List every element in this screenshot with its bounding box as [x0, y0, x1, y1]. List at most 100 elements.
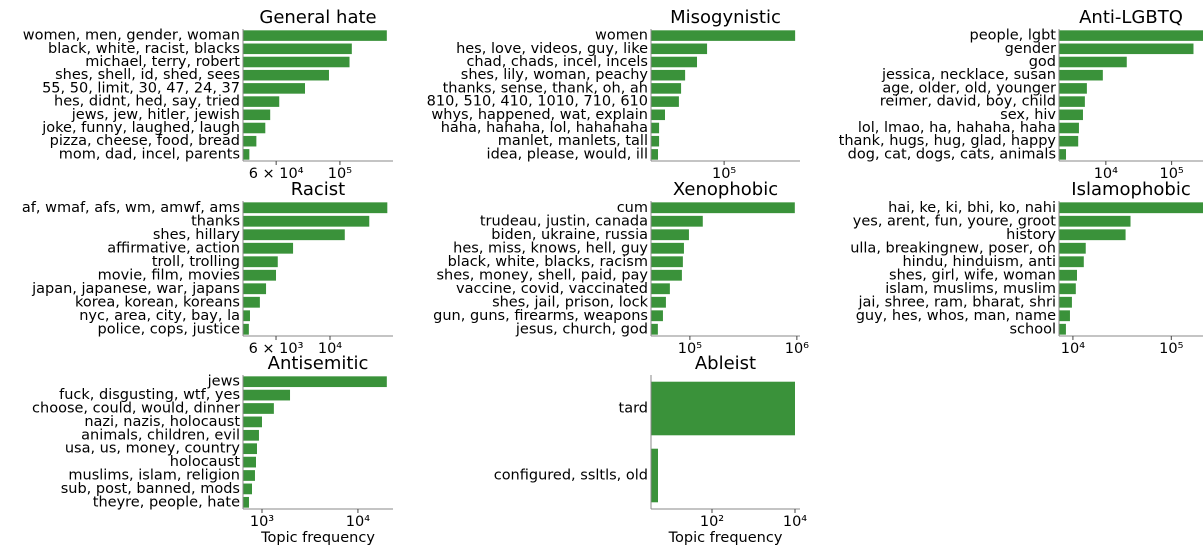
bar	[243, 215, 370, 227]
bar	[243, 496, 249, 508]
y-tick-label: choose, could, would, dinner	[32, 401, 240, 417]
panel-title: Ableist	[695, 353, 756, 374]
bar	[243, 483, 253, 495]
bar	[1059, 256, 1084, 268]
y-tick-label: ulla, breakingnew, poser, oh	[850, 240, 1056, 256]
y-tick-label: gun, guns, firearms, weapons	[433, 308, 648, 324]
y-tick-label: women	[595, 28, 648, 44]
y-tick-label: animals, children, evil	[81, 427, 240, 443]
bar	[1059, 43, 1194, 55]
bar	[1059, 229, 1126, 241]
x-tick-label: 10⁶	[785, 341, 809, 357]
y-tick-label: michael, terry, robert	[85, 54, 240, 70]
y-tick-label: muslims, islam, religion	[68, 468, 240, 484]
bar	[651, 448, 659, 503]
bar	[243, 122, 266, 134]
y-tick-label: troll, trolling	[152, 254, 240, 270]
bar	[243, 109, 271, 121]
bar	[651, 283, 670, 295]
bar	[651, 381, 795, 436]
y-tick-label: age, older, old, younger	[882, 80, 1056, 96]
bar	[243, 296, 260, 308]
panel-title: Islamophobic	[1071, 179, 1190, 200]
bar	[651, 83, 682, 94]
y-tick-label: usa, us, money, country	[65, 441, 241, 457]
y-tick-label: nazi, nazis, holocaust	[84, 414, 240, 430]
bar	[1059, 242, 1086, 254]
x-tick-label: 6 × 10⁴	[249, 166, 304, 182]
y-tick-label: shes, money, shell, paid, pay	[437, 267, 649, 283]
y-tick-label: hes, miss, knows, hell, guy	[453, 240, 648, 256]
bar	[1059, 296, 1072, 308]
y-tick-label: people, lgbt	[970, 28, 1057, 44]
y-tick-label: theyre, people, hate	[93, 494, 240, 510]
y-tick-label: korea, korean, koreans	[75, 294, 240, 310]
x-tick-label: 10²	[700, 514, 724, 530]
y-tick-label: dog, cat, dogs, cats, animals	[848, 146, 1056, 162]
bar	[243, 323, 249, 335]
bar	[243, 256, 278, 268]
y-tick-label: mom, dad, incel, parents	[59, 146, 240, 162]
x-tick-label: 10⁴	[783, 514, 807, 530]
y-tick-label: holocaust	[170, 454, 241, 470]
y-tick-label: cum	[617, 200, 648, 216]
y-tick-label: japan, japanese, war, japans	[31, 281, 240, 297]
bar	[243, 83, 306, 94]
y-tick-label: shes, jail, prison, lock	[492, 294, 649, 310]
x-tick-label: 10⁴	[1094, 166, 1118, 182]
x-tick-label: 10³	[250, 514, 274, 530]
bar	[1059, 135, 1079, 147]
y-tick-label: jessica, necklace, susan	[881, 67, 1056, 83]
bar	[243, 135, 257, 147]
bar	[651, 242, 684, 254]
y-tick-label: guy, hes, whos, man, name	[856, 308, 1056, 324]
y-tick-label: hes, love, videos, guy, like	[456, 41, 648, 57]
bar	[651, 43, 708, 55]
y-tick-label: jews, jew, hitler, jewish	[71, 107, 240, 123]
y-tick-label: vaccine, covid, vaccinated	[456, 281, 648, 297]
bar	[243, 242, 294, 254]
bar	[651, 30, 796, 41]
y-tick-label: shes, shell, id, shed, sees	[55, 67, 240, 83]
y-tick-label: yes, arent, fun, youre, groot	[853, 213, 1057, 229]
bar	[651, 122, 660, 134]
y-tick-label: haha, hahaha, lol, hahahaha	[441, 120, 648, 136]
bar	[1059, 323, 1066, 335]
x-tick-label: 10⁵	[1159, 166, 1183, 182]
x-tick-label: 6 × 10³	[249, 341, 304, 357]
bar	[243, 283, 267, 295]
bar	[243, 30, 387, 41]
bar	[243, 429, 259, 441]
bar	[651, 149, 659, 160]
y-tick-label: shes, hillary	[153, 227, 241, 243]
bar	[243, 389, 291, 401]
bar	[243, 376, 387, 388]
y-tick-label: jesus, church, god	[515, 321, 648, 337]
bar	[651, 323, 658, 335]
bar	[1059, 109, 1083, 121]
bar	[243, 202, 388, 214]
y-tick-label: 810, 510, 410, 1010, 710, 610	[427, 94, 648, 110]
panel-title: Misogynistic	[670, 7, 781, 28]
x-axis-label: Topic frequency	[668, 530, 783, 546]
bar	[1059, 69, 1103, 81]
bar	[1059, 83, 1087, 94]
bar	[243, 403, 274, 414]
bar	[243, 269, 277, 281]
y-tick-label: gender	[1005, 41, 1056, 57]
y-tick-label: joke, funny, laughed, laugh	[41, 120, 240, 136]
panel-title: General hate	[259, 7, 376, 28]
bar	[651, 69, 686, 81]
bar	[243, 56, 350, 68]
y-tick-label: jai, shree, ram, bharat, shri	[857, 294, 1056, 310]
bar	[1059, 215, 1131, 227]
y-tick-label: whys, happened, wat, explain	[431, 107, 648, 123]
bar	[243, 43, 352, 55]
panel-title: Anti-LGBTQ	[1079, 7, 1183, 28]
bar	[243, 443, 257, 455]
y-tick-label: lol, lmao, ha, hahaha, haha	[858, 120, 1056, 136]
bar	[243, 96, 280, 107]
y-tick-label: idea, please, would, ill	[487, 146, 648, 162]
x-tick-label: 10⁴	[318, 341, 342, 357]
bar	[651, 229, 689, 241]
